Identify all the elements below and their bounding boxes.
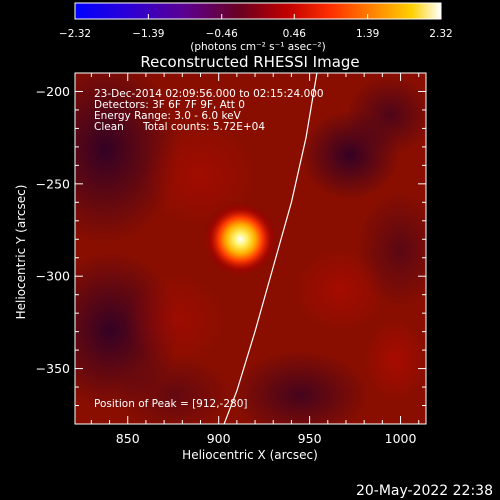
colorbar-tick-label: −2.32 (59, 28, 91, 40)
plot-frame (74, 72, 427, 425)
colorbar-tick-label: −1.39 (132, 28, 164, 40)
colorbar-ticks: −2.32 −1.39 −0.46 0.46 1.39 2.32 (59, 14, 453, 40)
heatmap-texture (75, 73, 426, 424)
annotation-detectors: Detectors: 3F 6F 7F 9F, Att 0 (94, 99, 245, 111)
annotation-energy: Energy Range: 3.0 - 6.0 keV (94, 110, 242, 122)
colorbar: −2.32 −1.39 −0.46 0.46 1.39 2.32 (photons cm⁻… (59, 2, 453, 53)
annotation-peak-position: Position of Peak = [912,-280] (94, 398, 248, 410)
colorbar-tick-label: 1.39 (356, 28, 379, 40)
solar-limb-curve (223, 73, 318, 424)
x-tick-label: 850 (116, 431, 140, 446)
x-tick-label: 1000 (385, 431, 417, 446)
x-tick-label: 900 (207, 431, 231, 446)
y-tick-label: −250 (36, 176, 70, 191)
colorbar-tick-label: 2.32 (429, 28, 452, 40)
footer-timestamp: 20-May-2022 22:38 (356, 483, 493, 499)
y-tick-label: −350 (36, 361, 70, 376)
y-axis-label: Heliocentric Y (arcsec) (14, 185, 28, 320)
colorbar-tick-label: −0.46 (206, 28, 238, 40)
annotation-time-range: 23-Dec-2014 02:09:56.000 to 02:15:24.000 (94, 88, 324, 100)
y-tick-label: −200 (36, 84, 70, 99)
colorbar-gradient (74, 2, 442, 20)
y-tick-label: −300 (36, 269, 70, 284)
peak-source (202, 201, 279, 278)
colorbar-unit-label: (photons cm⁻² s⁻¹ asec⁻²) (190, 41, 325, 53)
y-axis: −200 −250 −300 −350 (36, 72, 426, 425)
annotation-total-counts: Total counts: 5.72E+04 (142, 121, 265, 133)
heatmap-image (75, 73, 426, 424)
colorbar-tick-label: 0.46 (283, 28, 307, 40)
x-tick-label: 950 (298, 431, 322, 446)
x-axis: 850 900 950 1000 (90, 73, 420, 446)
annotation-clean: Clean (94, 121, 124, 133)
annotations: 23-Dec-2014 02:09:56.000 to 02:15:24.000… (94, 88, 324, 410)
x-axis-label: Heliocentric X (arcsec) (182, 448, 318, 462)
chart-title: Reconstructed RHESSI Image (140, 53, 359, 71)
